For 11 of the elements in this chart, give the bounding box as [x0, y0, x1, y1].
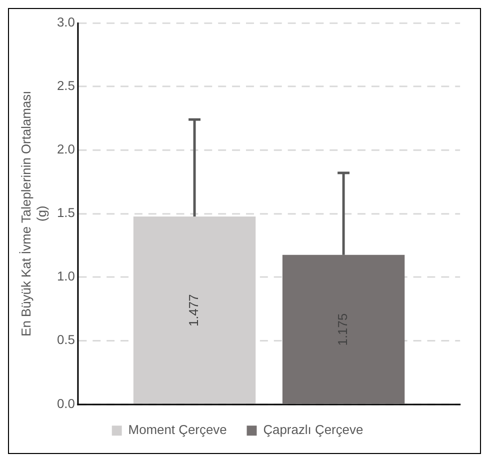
y-tick-label: 1.5: [56, 205, 75, 220]
y-axis-title: En Büyük Kat İvme Taleplerinin Ortalaması (g): [18, 90, 49, 336]
data-label: 1.477: [186, 294, 202, 327]
y-tick-label: 1.0: [56, 268, 75, 284]
y-tick-label: 0.5: [56, 332, 75, 348]
y-tick-label: 3.0: [56, 14, 75, 30]
y-tick-label: 0.0: [56, 396, 75, 411]
legend-label: Moment Çerçeve: [128, 422, 227, 438]
y-tick-label: 2.0: [56, 142, 75, 157]
legend-label: Çaprazlı Çerçeve: [263, 422, 364, 438]
y-tick-label: 2.5: [56, 78, 75, 94]
